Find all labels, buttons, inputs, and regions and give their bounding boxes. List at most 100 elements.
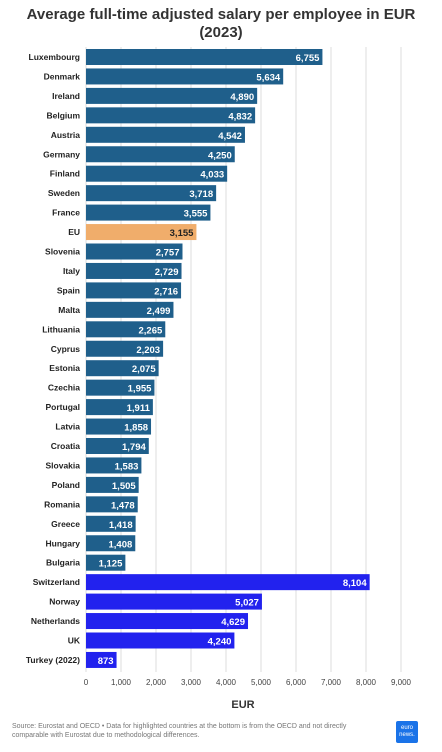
category-label: Switzerland: [33, 577, 80, 587]
value-label: 4,629: [221, 617, 245, 628]
bar-eu: [86, 224, 197, 241]
value-label: 1,505: [112, 481, 136, 492]
category-label: Spain: [57, 285, 80, 295]
bar-finland: [86, 165, 228, 182]
category-label: Cyprus: [51, 344, 81, 354]
chart-title: Average full-time adjusted salary per em…: [0, 6, 442, 42]
category-label: Slovakia: [46, 460, 81, 470]
x-tick-label: 6,000: [286, 678, 307, 687]
value-label: 4,542: [218, 131, 242, 142]
bar-france: [86, 204, 211, 221]
value-label: 1,478: [111, 500, 135, 511]
euronews-logo: euro news.: [396, 721, 418, 743]
bar-austria: [86, 126, 245, 143]
x-tick-label: 8,000: [356, 678, 377, 687]
value-label: 2,075: [132, 364, 156, 375]
bar-netherlands: [86, 613, 249, 630]
bar-greece: [86, 515, 136, 532]
bar-malta: [86, 301, 174, 318]
category-label: France: [52, 208, 80, 218]
category-label: Luxembourg: [29, 52, 80, 62]
value-label: 2,203: [136, 345, 160, 356]
value-label: 2,499: [147, 306, 171, 317]
value-label: 4,240: [208, 637, 232, 648]
value-label: 1,418: [109, 520, 133, 531]
category-label: Greece: [51, 519, 80, 529]
category-label: Slovenia: [45, 247, 80, 257]
value-label: 6,755: [296, 53, 320, 64]
value-label: 3,155: [170, 228, 194, 239]
bar-italy: [86, 262, 182, 279]
x-tick-label: 1,000: [111, 678, 132, 687]
bar-lithuania: [86, 321, 166, 338]
bar-denmark: [86, 68, 284, 85]
category-label: Turkey (2022): [26, 655, 80, 665]
bar-czechia: [86, 379, 155, 396]
x-tick-label: 0: [84, 678, 89, 687]
bar-ireland: [86, 87, 258, 104]
bar-sweden: [86, 185, 217, 202]
category-label: Denmark: [44, 71, 81, 81]
value-label: 8,104: [343, 578, 367, 589]
category-label: Ireland: [52, 91, 80, 101]
category-label: Estonia: [49, 363, 80, 373]
source-note: Source: Eurostat and OECD • Data for hig…: [12, 723, 347, 739]
category-label: Bulgaria: [46, 558, 80, 568]
value-label: 1,911: [127, 403, 151, 414]
bars: [86, 49, 370, 668]
value-label: 3,555: [184, 209, 208, 220]
title-line: Average full-time adjusted salary per em…: [26, 6, 416, 23]
value-label: 1,858: [124, 423, 148, 434]
bar-estonia: [86, 360, 159, 377]
value-label: 1,955: [128, 384, 152, 395]
category-label: Lithuania: [42, 324, 80, 334]
value-label: 4,832: [228, 111, 252, 122]
bar-romania: [86, 496, 138, 513]
bar-slovenia: [86, 243, 183, 260]
category-label: Croatia: [51, 441, 81, 451]
bar-latvia: [86, 418, 152, 435]
category-label: Latvia: [55, 422, 80, 432]
category-label: Poland: [52, 480, 80, 490]
bar-norway: [86, 593, 262, 610]
x-tick-label: 7,000: [321, 678, 342, 687]
bar-poland: [86, 476, 139, 493]
subtitle-line: (2023): [199, 24, 243, 41]
value-label: 5,027: [235, 598, 259, 609]
value-label: 1,125: [99, 559, 123, 570]
x-tick-label: 9,000: [391, 678, 412, 687]
value-label: 4,033: [200, 170, 224, 181]
value-label: 2,265: [138, 325, 162, 336]
bar-belgium: [86, 107, 256, 124]
category-label: Romania: [44, 499, 80, 509]
category-label: Portugal: [46, 402, 80, 412]
x-tick-label: 3,000: [181, 678, 202, 687]
category-label: Malta: [58, 305, 80, 315]
bar-turkey-2022-: [86, 651, 117, 668]
bar-luxembourg: [86, 49, 323, 65]
bar-hungary: [86, 535, 136, 552]
value-label: 1,583: [115, 461, 139, 472]
bar-cyprus: [86, 340, 164, 357]
bar-slovakia: [86, 457, 142, 474]
value-label: 4,250: [208, 150, 232, 161]
x-tick-label: 2,000: [146, 678, 167, 687]
x-tick-label: 4,000: [216, 678, 237, 687]
bar-switzerland: [86, 574, 370, 591]
category-label: Austria: [51, 130, 81, 140]
bar-croatia: [86, 438, 149, 454]
bar-uk: [86, 632, 235, 649]
category-label: Netherlands: [31, 616, 80, 626]
category-label: EU: [68, 227, 80, 237]
bar-germany: [86, 146, 235, 163]
category-label: UK: [68, 636, 81, 646]
category-label: Finland: [50, 169, 80, 179]
category-label: Germany: [43, 149, 80, 159]
category-label: Hungary: [46, 538, 81, 548]
category-label: Sweden: [48, 188, 80, 198]
category-label: Norway: [49, 597, 80, 607]
category-label: Belgium: [46, 110, 80, 120]
